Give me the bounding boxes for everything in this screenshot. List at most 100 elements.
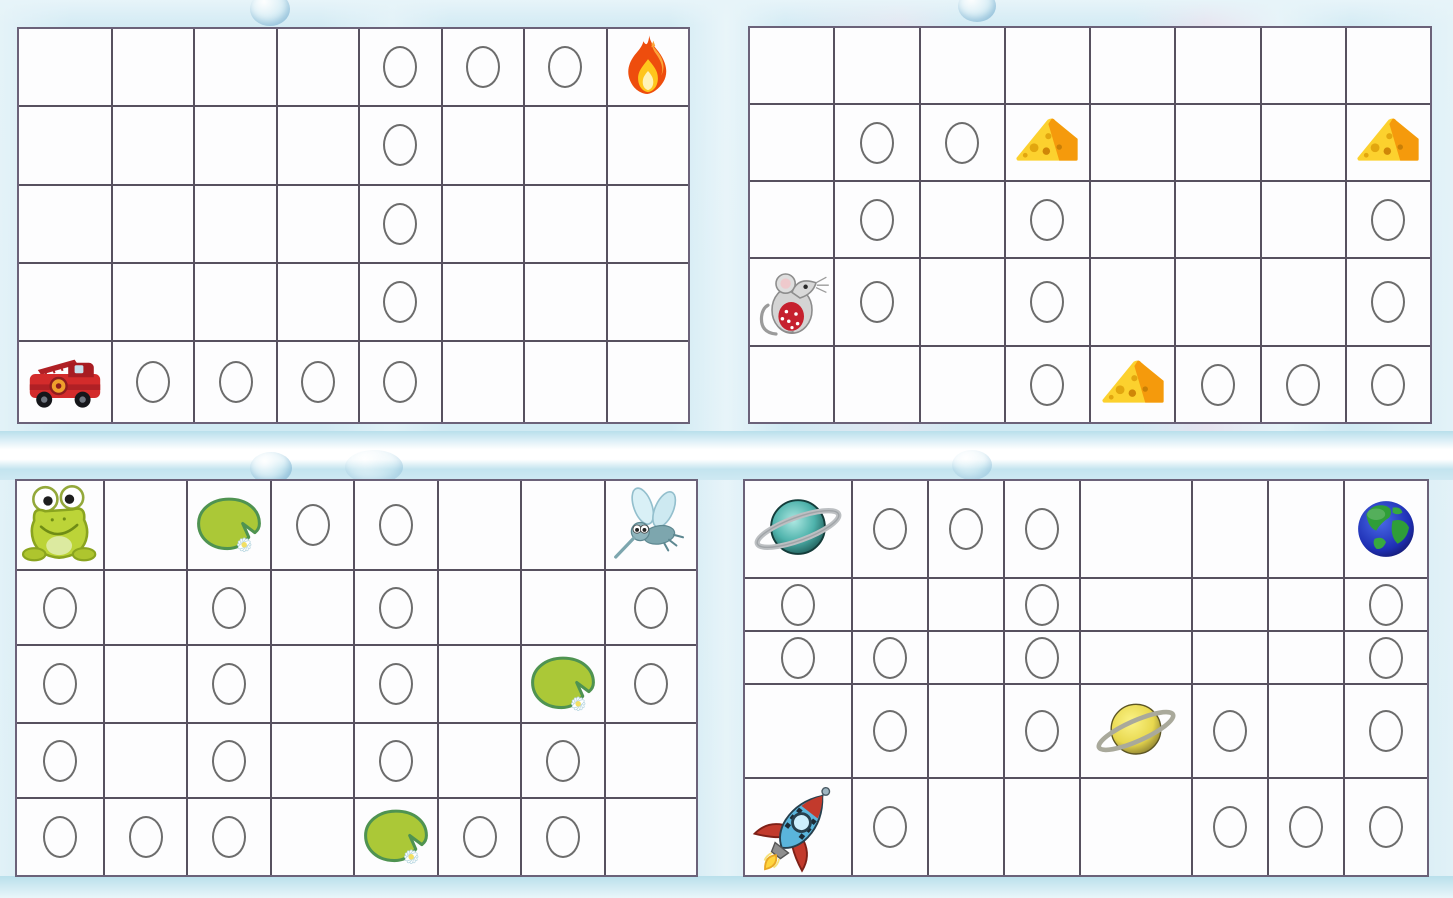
cheese-icon [1008, 109, 1086, 177]
path-circle[interactable] [43, 816, 77, 858]
path-circle[interactable] [43, 739, 77, 782]
path-circle[interactable] [379, 739, 413, 782]
path-circle[interactable] [1213, 710, 1247, 752]
path-circle[interactable] [1030, 198, 1065, 241]
grid-cell [1091, 105, 1175, 180]
grid-cell [17, 481, 103, 569]
path-circle[interactable] [873, 806, 907, 848]
path-circle[interactable] [301, 361, 336, 403]
path-circle[interactable] [383, 361, 418, 403]
path-circle[interactable] [379, 663, 413, 705]
path-circle[interactable] [1025, 710, 1059, 752]
path-circle[interactable] [873, 710, 907, 752]
path-circle[interactable] [379, 504, 413, 546]
path-circle[interactable] [1369, 806, 1403, 848]
grid-cell [1345, 579, 1427, 630]
path-circle[interactable] [873, 636, 907, 679]
grid-cell [188, 481, 270, 569]
path-circle[interactable] [1030, 281, 1065, 323]
grid-cell [188, 724, 270, 797]
grid-cell [1005, 481, 1079, 577]
grid-cell [439, 481, 520, 569]
path-circle[interactable] [1371, 281, 1406, 323]
path-circle[interactable] [1286, 363, 1321, 406]
path-circle[interactable] [1025, 508, 1059, 550]
path-circle[interactable] [43, 586, 77, 629]
grid-cell [750, 28, 834, 103]
grid-cell [929, 579, 1003, 630]
grid-cell [1005, 685, 1079, 777]
path-circle[interactable] [546, 739, 580, 782]
path-circle[interactable] [136, 361, 171, 403]
lilypad-icon [522, 646, 604, 722]
grid-cell [750, 182, 834, 257]
path-circle[interactable] [1200, 363, 1235, 406]
grid-cell [113, 342, 194, 422]
path-circle[interactable] [1369, 710, 1403, 752]
path-circle[interactable] [1371, 198, 1406, 241]
grid-cell [188, 799, 270, 875]
grid-cell [1193, 779, 1267, 875]
grid-cell [195, 185, 276, 262]
grid-cell [522, 571, 604, 644]
grid-cell [1005, 105, 1089, 180]
path-circle[interactable] [548, 46, 583, 89]
path-circle[interactable] [781, 583, 815, 626]
path-circle[interactable] [43, 663, 77, 705]
path-circle[interactable] [383, 202, 418, 245]
path-circle[interactable] [859, 121, 894, 164]
grid-cell [1081, 685, 1191, 777]
path-circle[interactable] [634, 663, 668, 705]
path-circle[interactable] [212, 663, 246, 705]
path-circle[interactable] [1025, 583, 1059, 626]
path-circle[interactable] [1369, 636, 1403, 679]
grid-cell [355, 646, 437, 722]
grid-cell [929, 481, 1003, 577]
grid-cell [1005, 28, 1089, 103]
path-circle[interactable] [462, 816, 497, 858]
grid-cell [277, 263, 359, 340]
grid-cell [1081, 632, 1191, 683]
path-circle[interactable] [212, 586, 246, 629]
grid-cell [442, 263, 524, 340]
path-circle[interactable] [781, 636, 815, 679]
grid-cell [113, 29, 194, 106]
path-circle[interactable] [1025, 636, 1059, 679]
path-circle[interactable] [949, 508, 983, 550]
grid-cell [920, 105, 1004, 180]
path-circle[interactable] [1289, 806, 1323, 848]
path-circle[interactable] [383, 280, 418, 323]
path-circle[interactable] [859, 281, 894, 323]
grid-cell [750, 347, 834, 422]
grid-cell [1345, 779, 1427, 875]
grid-cell [745, 579, 851, 630]
path-circle[interactable] [379, 586, 413, 629]
grid-cell [1005, 779, 1079, 875]
path-circle[interactable] [1371, 363, 1406, 406]
path-circle[interactable] [212, 816, 246, 858]
path-circle[interactable] [465, 46, 500, 89]
cheese-icon [1094, 351, 1172, 419]
path-circle[interactable] [873, 508, 907, 550]
grid-cell [1269, 579, 1343, 630]
path-circle[interactable] [634, 586, 668, 629]
path-circle[interactable] [212, 739, 246, 782]
grid-cell [360, 107, 441, 184]
path-circle[interactable] [859, 198, 894, 241]
path-circle[interactable] [218, 361, 253, 403]
path-circle[interactable] [945, 121, 980, 164]
grid-cell [1345, 632, 1427, 683]
path-circle[interactable] [546, 816, 580, 858]
path-circle[interactable] [1369, 583, 1403, 626]
path-circle[interactable] [1213, 806, 1247, 848]
path-circle[interactable] [128, 816, 163, 858]
path-circle[interactable] [295, 504, 330, 546]
grid-cell [355, 724, 437, 797]
grid-cell [853, 579, 927, 630]
board-card-rocket [743, 479, 1429, 877]
grid-cell [1091, 182, 1175, 257]
path-circle[interactable] [383, 46, 418, 89]
path-circle[interactable] [1030, 363, 1065, 406]
path-circle[interactable] [383, 124, 418, 167]
frog-icon [17, 481, 103, 569]
